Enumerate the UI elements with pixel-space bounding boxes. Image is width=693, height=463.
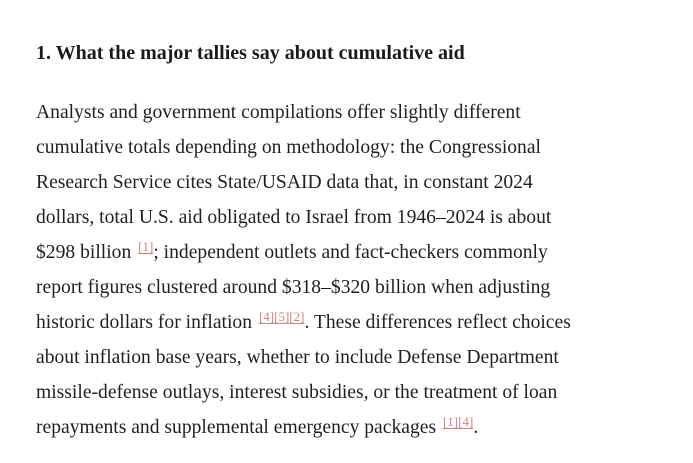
paragraph-text: $298 billion [36,242,137,263]
paragraph-text: ; independent outlets and fact-checkers … [153,242,548,263]
citation-link-4[interactable]: [4] [458,414,474,429]
paragraph-line: $298 billion [1]; independent outlets an… [36,235,676,270]
paragraph-line: about inflation base years, whether to i… [36,347,559,368]
paragraph-text: . These differences reflect choices [304,312,571,333]
paragraph-line: historic dollars for inflation [4][5][2]… [36,305,676,340]
paragraph-line: cumulative totals depending on methodolo… [36,137,541,158]
citation-link-4[interactable]: [4] [258,309,275,324]
paragraph-text: historic dollars for inflation [36,312,257,333]
citation-link-5[interactable]: [5] [274,309,290,324]
paragraph-line: repayments and supplemental emergency pa… [36,410,676,445]
citation-link-1[interactable]: [1] [442,414,459,429]
paragraph-line: report figures clustered around $318–$32… [36,277,551,298]
section-heading: 1. What the major tallies say about cumu… [36,42,465,64]
paragraph-line: Research Service cites State/USAID data … [36,172,533,193]
paragraph-text: . [473,417,479,438]
paragraph-line: dollars, total U.S. aid obligated to Isr… [36,207,552,228]
paragraph-line: Analysts and government compilations off… [36,102,521,123]
body-paragraph: Analysts and government compilations off… [36,95,676,445]
paragraph-line: missile-defense outlays, interest subsid… [36,382,558,403]
paragraph-text: repayments and supplemental emergency pa… [36,417,441,438]
citation-link-2[interactable]: [2] [289,309,305,324]
citation-link-1[interactable]: [1] [138,239,154,254]
